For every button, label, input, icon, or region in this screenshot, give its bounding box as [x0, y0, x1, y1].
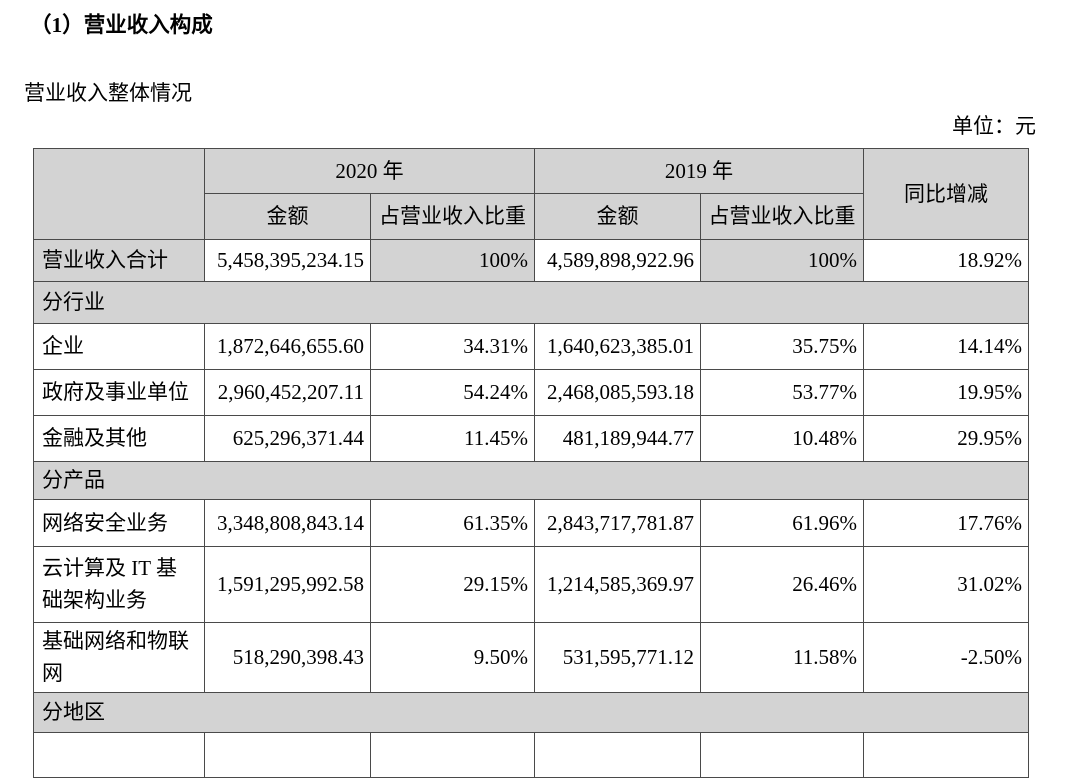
header-cell-year-2019: 2019 年 — [534, 148, 864, 195]
amount-2020-cell: 1,591,295,992.58 — [204, 546, 371, 624]
table-row-partial — [33, 732, 1029, 778]
proportion-2019-cell: 100% — [700, 239, 864, 283]
proportion-2019-cell: 35.75% — [700, 323, 864, 371]
table-row-enterprise: 企业 1,872,646,655.60 34.31% 1,640,623,385… — [33, 323, 1029, 371]
proportion-2019-cell: 26.46% — [700, 546, 864, 624]
proportion-2020-cell: 9.50% — [370, 622, 535, 694]
row-label: 营业收入合计 — [33, 239, 205, 283]
proportion-2020-cell: 54.24% — [370, 369, 535, 417]
row-label: 云计算及 IT 基础架构业务 — [33, 546, 205, 624]
amount-2020-cell: 625,296,371.44 — [204, 415, 371, 463]
yoy-cell: 31.02% — [863, 546, 1029, 624]
yoy-cell: -2.50% — [863, 622, 1029, 694]
yoy-cell: 29.95% — [863, 415, 1029, 463]
row-label: 基础网络和物联网 — [33, 622, 205, 694]
section-row-by-region: 分地区 — [33, 692, 1029, 734]
amount-2019-cell: 2,843,717,781.87 — [534, 499, 701, 548]
amount-2020-cell — [204, 732, 371, 778]
section-label: 分产品 — [33, 461, 1029, 501]
yoy-cell — [863, 732, 1029, 778]
proportion-2020-cell — [370, 732, 535, 778]
amount-2019-cell — [534, 732, 701, 778]
proportion-2019-cell: 10.48% — [700, 415, 864, 463]
section-label: 分地区 — [33, 692, 1029, 734]
table-row-total-revenue: 营业收入合计 5,458,395,234.15 100% 4,589,898,9… — [33, 239, 1029, 283]
proportion-2020-cell: 29.15% — [370, 546, 535, 624]
header-cell-proportion-2020: 占营业收入比重 — [370, 193, 535, 241]
proportion-2019-cell: 53.77% — [700, 369, 864, 417]
amount-2020-cell: 518,290,398.43 — [204, 622, 371, 694]
proportion-2020-cell: 61.35% — [370, 499, 535, 548]
amount-2019-cell: 481,189,944.77 — [534, 415, 701, 463]
yoy-cell: 17.76% — [863, 499, 1029, 548]
revenue-composition-table: 2020 年 2019 年 同比增减 金额 占营业收入比重 金额 占营业收入比重… — [33, 148, 1029, 778]
table-header-row-years: 2020 年 2019 年 同比增减 — [33, 148, 1029, 241]
section-row-by-industry: 分行业 — [33, 281, 1029, 325]
proportion-2019-cell — [700, 732, 864, 778]
row-label: 企业 — [33, 323, 205, 371]
table-row-finance-other: 金融及其他 625,296,371.44 11.45% 481,189,944.… — [33, 415, 1029, 463]
amount-2019-cell: 4,589,898,922.96 — [534, 239, 701, 283]
row-label: 政府及事业单位 — [33, 369, 205, 417]
amount-2019-cell: 1,640,623,385.01 — [534, 323, 701, 371]
section-row-by-product: 分产品 — [33, 461, 1029, 501]
table-row-cloud-it-infrastructure: 云计算及 IT 基础架构业务 1,591,295,992.58 29.15% 1… — [33, 546, 1029, 624]
table-row-government: 政府及事业单位 2,960,452,207.11 54.24% 2,468,08… — [33, 369, 1029, 417]
yoy-cell: 18.92% — [863, 239, 1029, 283]
header-cell-proportion-2019: 占营业收入比重 — [700, 193, 864, 241]
header-cell-yoy: 同比增减 — [863, 148, 1029, 241]
proportion-2019-cell: 11.58% — [700, 622, 864, 694]
table-header-row-measures: 金额 占营业收入比重 金额 占营业收入比重 — [34, 193, 1029, 241]
proportion-2020-cell: 34.31% — [370, 323, 535, 371]
amount-2019-cell: 2,468,085,593.18 — [534, 369, 701, 417]
amount-2020-cell: 2,960,452,207.11 — [204, 369, 371, 417]
table-row-basic-network-iot: 基础网络和物联网 518,290,398.43 9.50% 531,595,77… — [33, 622, 1029, 694]
yoy-cell: 14.14% — [863, 323, 1029, 371]
unit-label: 单位：元 — [952, 114, 1036, 139]
amount-2020-cell: 1,872,646,655.60 — [204, 323, 371, 371]
header-cell-amount-2020: 金额 — [204, 193, 371, 241]
proportion-2019-cell: 61.96% — [700, 499, 864, 548]
yoy-cell: 19.95% — [863, 369, 1029, 417]
section-label: 分行业 — [33, 281, 1029, 325]
amount-2020-cell: 3,348,808,843.14 — [204, 499, 371, 548]
amount-2019-cell: 531,595,771.12 — [534, 622, 701, 694]
table-row-network-security: 网络安全业务 3,348,808,843.14 61.35% 2,843,717… — [33, 499, 1029, 548]
amount-2020-cell: 5,458,395,234.15 — [204, 239, 371, 283]
row-label: 金融及其他 — [33, 415, 205, 463]
header-cell-empty — [33, 148, 205, 241]
row-label — [33, 732, 205, 778]
amount-2019-cell: 1,214,585,369.97 — [534, 546, 701, 624]
proportion-2020-cell: 11.45% — [370, 415, 535, 463]
page-title: （1）营业收入构成 — [30, 13, 213, 37]
page-subtitle: 营业收入整体情况 — [24, 80, 192, 105]
header-cell-year-2020: 2020 年 — [204, 148, 535, 195]
header-cell-amount-2019: 金额 — [534, 193, 701, 241]
proportion-2020-cell: 100% — [370, 239, 535, 283]
row-label: 网络安全业务 — [33, 499, 205, 548]
